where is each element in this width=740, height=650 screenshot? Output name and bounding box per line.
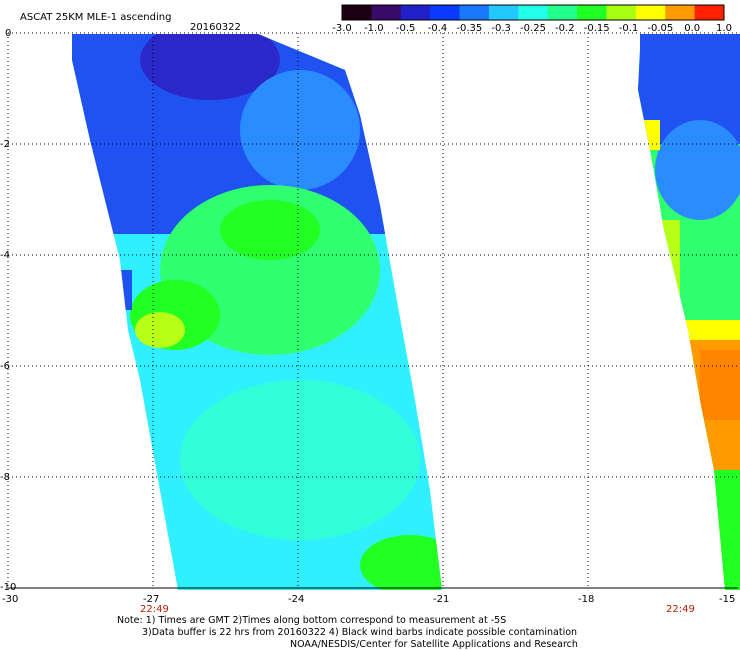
y-tick-0: 0 bbox=[5, 28, 11, 39]
colorbar-label: -0.05 bbox=[647, 23, 673, 34]
swath-right bbox=[628, 34, 740, 590]
colorbar-segment bbox=[518, 5, 549, 20]
y-tick-8: -8 bbox=[0, 472, 10, 483]
swath-right-yellow-strip bbox=[680, 320, 740, 340]
colorbar-label: -0.35 bbox=[456, 23, 482, 34]
swath-right-yellow-band bbox=[660, 220, 680, 300]
swath-right-light-blue-band bbox=[655, 120, 740, 220]
colorbar-segment bbox=[606, 5, 637, 20]
colorbar-segment bbox=[400, 5, 431, 20]
colorbar-segment bbox=[635, 5, 666, 20]
colorbar-labels: -3.0 -1.0 -0.5 -0.4 -0.35 -0.3 -0.25 -0.2 -0.15-… bbox=[332, 23, 732, 34]
colorbar-label: -0.3 bbox=[491, 23, 511, 34]
colorbar-label: 0.0 bbox=[684, 23, 700, 34]
colorbar-segment bbox=[547, 5, 578, 20]
x-tick-30: -30 bbox=[2, 594, 18, 605]
note-line-1: Note: 1) Times are GMT 2)Times along bot… bbox=[117, 615, 507, 626]
y-tick-6: -6 bbox=[0, 361, 10, 372]
map-grid bbox=[7, 32, 738, 588]
colorbar-segment bbox=[371, 5, 402, 20]
colorbar-segment bbox=[665, 5, 696, 20]
swath-left-yellow-green-patch bbox=[135, 312, 185, 348]
colorbar-label: -0.4 bbox=[428, 23, 448, 34]
colorbar-label: -0.15 bbox=[584, 23, 610, 34]
swath-right-green-tip bbox=[628, 45, 636, 75]
swath-left-light-blue-band bbox=[240, 70, 360, 190]
colorbar-segment bbox=[577, 5, 607, 20]
map-title: ASCAT 25KM MLE-1 ascending bbox=[20, 12, 171, 23]
x-tick-18: -18 bbox=[578, 594, 594, 605]
colorbar bbox=[341, 4, 725, 21]
colorbar-segment bbox=[342, 5, 372, 20]
colorbar-segment bbox=[459, 5, 490, 20]
x-tick-24: -24 bbox=[288, 594, 304, 605]
colorbar-label: -0.5 bbox=[396, 23, 416, 34]
swath-left-green-south bbox=[360, 535, 442, 590]
colorbar-label: -1.0 bbox=[364, 23, 384, 34]
note-line-2: 3)Data buffer is 22 hrs from 20160322 4)… bbox=[142, 627, 578, 638]
x-tick-21: -21 bbox=[433, 594, 449, 605]
time-label-left: 22:49 bbox=[140, 604, 169, 615]
y-tick-4: -4 bbox=[0, 250, 10, 261]
map-date: 20160322 bbox=[190, 22, 241, 33]
swath-left-blue-west-strip bbox=[118, 270, 132, 310]
swath-right-yellow-patch bbox=[640, 120, 660, 150]
y-tick-2: -2 bbox=[0, 139, 10, 150]
colorbar-label: -0.2 bbox=[555, 23, 575, 34]
time-label-right: 22:49 bbox=[666, 604, 695, 615]
colorbar-label: -0.1 bbox=[619, 23, 639, 34]
swath-left bbox=[72, 34, 442, 590]
colorbar-label: 1.0 bbox=[716, 23, 732, 34]
swath-right-dark-orange-core bbox=[700, 350, 740, 420]
swath-left-aqua-region bbox=[180, 380, 420, 540]
colorbar-segment bbox=[430, 5, 461, 20]
note-line-3: NOAA/NESDIS/Center for Satellite Applica… bbox=[290, 639, 578, 650]
swath-right-green-south bbox=[714, 470, 740, 590]
swath-left-deep-blue-core bbox=[140, 34, 280, 100]
colorbar-label: -0.25 bbox=[520, 23, 546, 34]
x-tick-27: -27 bbox=[143, 594, 159, 605]
colorbar-frame bbox=[341, 4, 725, 21]
colorbar-segment bbox=[694, 5, 725, 20]
colorbar-segment bbox=[488, 5, 519, 20]
y-tick-10: -10 bbox=[0, 582, 16, 593]
colorbar-label: -3.0 bbox=[332, 23, 352, 34]
swath-left-bright-green-core bbox=[220, 200, 320, 260]
x-tick-15: -15 bbox=[719, 594, 735, 605]
